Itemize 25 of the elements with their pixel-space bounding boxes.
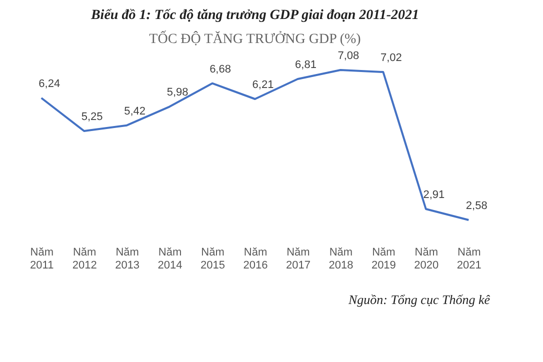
x-tick-label: Năm 2021 bbox=[456, 246, 482, 272]
data-label: 6,24 bbox=[38, 78, 60, 90]
x-tick-label: Năm 2011 bbox=[30, 246, 54, 272]
data-label: 6,81 bbox=[295, 59, 316, 71]
x-tick-label: Năm 2018 bbox=[328, 246, 354, 272]
chart-title: Biểu đồ 1: Tốc độ tăng trưởng GDP giai đoạn 2011-2021 bbox=[90, 8, 420, 23]
text: Nguồn: Tổng cục Thống kê bbox=[347, 292, 490, 307]
data-label: 5,98 bbox=[166, 86, 188, 99]
data-label: 5,42 bbox=[124, 105, 146, 118]
x-tick-label: Năm 2020 bbox=[414, 246, 439, 272]
x-tick-label: Năm 2015 bbox=[200, 246, 226, 272]
x-tick-label: Năm 2019 bbox=[371, 246, 396, 272]
data-label: 2,91 bbox=[423, 189, 445, 201]
data-label: 6,68 bbox=[210, 63, 231, 76]
data-label: 7,08 bbox=[338, 50, 360, 62]
data-label: 2,58 bbox=[466, 200, 488, 212]
x-tick-label: Năm 2016 bbox=[243, 246, 268, 272]
data-label: 6,21 bbox=[252, 79, 274, 91]
chart-subtitle: TỐC ĐỘ TĂNG TRƯỞNG GDP (%) bbox=[149, 30, 362, 47]
x-tick-label: Năm 2014 bbox=[158, 246, 182, 272]
x-tick-label: Năm 2013 bbox=[115, 246, 140, 272]
x-tick-label: Năm 2017 bbox=[286, 246, 310, 272]
data-label: 5,25 bbox=[81, 111, 103, 123]
x-tick-label: Năm 2012 bbox=[72, 246, 97, 272]
data-label: 7,02 bbox=[380, 52, 402, 64]
